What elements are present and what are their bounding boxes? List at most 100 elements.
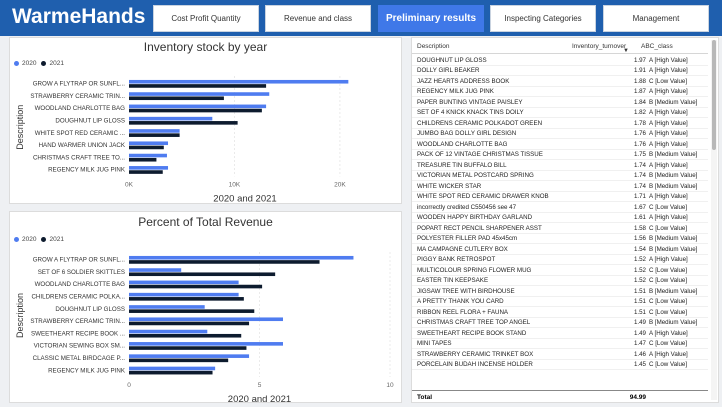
x-tick-label: 0K — [125, 181, 134, 188]
row-turnover: 1.52 — [633, 256, 646, 263]
row-abc-class: C [Low Value] — [649, 308, 688, 316]
table-row[interactable]: REGENCY MILK JUG PINK 1.87 A [High Value] — [412, 87, 708, 97]
top-bar: WarmeHands Cost Profit Quantity Revenue a… — [0, 0, 722, 36]
table-row[interactable]: JAZZ HEARTS ADDRESS BOOK 1.88 C [Low Value… — [412, 76, 708, 87]
table-row[interactable]: JUMBO BAG DOLLY GIRL DESIGN 1.76 A [High V… — [412, 129, 708, 139]
table-row[interactable]: WOODLAND CHARLOTTE BAG 1.76 A [High Value] — [412, 139, 708, 150]
scrollbar-thumb[interactable] — [712, 40, 716, 150]
category-label: REGENCY MILK JUG PINK — [48, 167, 126, 174]
row-description: incorrectly credited C550456 see 47 — [417, 203, 517, 211]
table-row[interactable]: SWEETHEART RECIPE BOOK STAND 1.49 A [High … — [412, 328, 708, 339]
table-row[interactable]: WHITE SPOT RED CERAMIC DRAWER KNOB 1.71 A … — [412, 192, 708, 202]
row-abc-class: A [High Value] — [649, 214, 688, 221]
table-row[interactable]: EASTER TIN KEEPSAKE 1.52 C [Low Value] — [412, 276, 708, 286]
row-turnover: 1.51 — [633, 298, 646, 305]
table-row[interactable]: POPART RECT PENCIL SHARPENER ASST 1.58 C [… — [412, 223, 708, 234]
table-row[interactable]: TREASURE TIN BUFFALO BILL 1.74 A [High Val… — [412, 160, 708, 171]
row-abc-class: C [Low Value] — [649, 203, 688, 211]
table-row[interactable]: DOLLY GIRL BEAKER 1.91 A [High Value] — [412, 66, 708, 76]
bar-2021-5 — [129, 309, 255, 313]
column-header-abc-class[interactable]: ABC_class — [641, 43, 673, 50]
legend-2020-label: 2020 — [22, 60, 37, 67]
bar-2021-10 — [129, 370, 213, 375]
table-row[interactable]: A PRETTY THANK YOU CARD 1.51 C [Low Value] — [412, 297, 708, 307]
category-label: STRAWBERRY CERAMIC TRIN... — [30, 318, 125, 325]
total-value: 94.99 — [629, 394, 646, 401]
row-turnover: 1.74 — [633, 182, 646, 190]
table-row[interactable]: RIBBON REEL FLORA + FAUNA 1.51 C [Low Valu… — [412, 307, 708, 318]
row-description: DOLLY GIRL BEAKER — [417, 67, 480, 74]
table-row[interactable]: JIGSAW TREE WITH BIRDHOUSE 1.51 B [Medium … — [412, 286, 708, 297]
bar-2021-8 — [129, 170, 163, 174]
table-row[interactable]: incorrectly credited C550456 see 47 1.67 C… — [412, 202, 708, 213]
row-abc-class: C [Low Value] — [649, 361, 688, 368]
category-label: STRAWBERRY CERAMIC TRIN... — [30, 93, 125, 100]
row-turnover: 1.58 — [633, 224, 646, 232]
table-row[interactable]: MULTICOLOUR SPRING FLOWER MUG 1.52 C [Low … — [412, 265, 708, 276]
table-row[interactable]: CHRISTMAS CRAFT TREE TOP ANGEL 1.49 B [Med… — [412, 318, 708, 328]
table-row[interactable]: PIGGY BANK RETROSPOT 1.52 A [High Value] — [412, 255, 708, 265]
bar-2020-4 — [129, 116, 213, 121]
table-row[interactable]: WHITE WICKER STAR 1.74 B [Medium Value] — [412, 181, 708, 192]
table-row[interactable]: POLYESTER FILLER PAD 45x45cm 1.56 B [Mediu… — [412, 234, 708, 244]
category-label: CHRISTMAS CRAFT TREE TO... — [33, 154, 125, 161]
category-label: DOUGHNUT LIP GLOSS — [55, 118, 125, 125]
row-turnover: 1.61 — [633, 214, 646, 221]
table-row[interactable]: MINI TAPES 1.47 C [Low Value] — [412, 339, 708, 349]
nav-tab-management[interactable]: Management — [603, 5, 709, 32]
row-abc-class: A [High Value] — [649, 140, 688, 148]
row-description: JAZZ HEARTS ADDRESS BOOK — [417, 77, 510, 85]
table-row[interactable]: SET OF 4 KNICK KNACK TINS DOILY 1.82 A [Hi… — [412, 108, 708, 118]
bar-2020-7 — [129, 153, 167, 158]
table-row[interactable]: PACK OF 12 VINTAGE CHRISTMAS TISSUE 1.75 B… — [412, 150, 708, 160]
x-tick-label: 10 — [386, 382, 394, 389]
nav-tab-revenue-and-class[interactable]: Revenue and class — [265, 5, 371, 32]
row-turnover: 1.88 — [633, 77, 646, 85]
row-abc-class: C [Low Value] — [649, 77, 688, 85]
category-label: VICTORIAN SEWING BOX SM... — [34, 343, 126, 350]
row-turnover: 1.51 — [633, 287, 646, 295]
row-description: A PRETTY THANK YOU CARD — [417, 298, 504, 305]
column-header-description[interactable]: Description — [417, 43, 450, 50]
nav-tab-cost-profit-quantity[interactable]: Cost Profit Quantity — [153, 5, 259, 32]
row-description: WHITE SPOT RED CERAMIC DRAWER KNOB — [417, 193, 549, 200]
row-description: MINI TAPES — [417, 340, 452, 347]
row-description: TREASURE TIN BUFFALO BILL — [417, 161, 507, 169]
row-abc-class: C [Low Value] — [649, 224, 688, 232]
table-row[interactable]: VICTORIAN METAL POSTCARD SPRING 1.74 B [Me… — [412, 171, 708, 181]
bar-2021-2 — [129, 272, 276, 277]
nav-tab-preliminary-results[interactable]: Preliminary results — [378, 5, 484, 32]
table-row[interactable]: MA CAMPAGNE CUTLERY BOX 1.54 B [Medium Val… — [412, 244, 708, 255]
nav-tab-inspecting-categories[interactable]: Inspecting Categories — [490, 5, 596, 32]
row-abc-class: B [Medium Value] — [649, 151, 698, 158]
row-abc-class: B [Medium Value] — [649, 245, 698, 253]
bar-2021-5 — [129, 133, 180, 137]
row-abc-class: A [High Value] — [649, 56, 688, 64]
bar-2020-2 — [129, 268, 182, 272]
row-turnover: 1.97 — [633, 56, 646, 64]
bar-2020-3 — [129, 104, 267, 109]
row-abc-class: A [High Value] — [649, 350, 688, 358]
bar-2021-9 — [129, 358, 229, 363]
table-row[interactable]: CHILDRENS CERAMIC POLKADOT GREEN 1.78 A [H… — [412, 118, 708, 129]
table-row[interactable]: DOUGHNUT LIP GLOSS 1.97 A [High Value] — [412, 55, 708, 66]
bar-2021-1 — [129, 260, 320, 264]
bar-2021-4 — [129, 297, 244, 301]
bar-2020-8 — [129, 342, 283, 346]
row-abc-class: A [High Value] — [649, 109, 688, 116]
table-row[interactable]: WOODEN HAPPY BIRTHDAY GARLAND 1.61 A [High… — [412, 213, 708, 223]
category-label: REGENCY MILK JUG PINK — [48, 367, 126, 374]
table-row[interactable]: STRAWBERRY CERAMIC TRINKET BOX 1.46 A [Hig… — [412, 349, 708, 360]
table-row[interactable]: PAPER BUNTING VINTAGE PAISLEY 1.84 B [Medi… — [412, 97, 708, 108]
row-description: PACK OF 12 VINTAGE CHRISTMAS TISSUE — [417, 151, 543, 158]
category-label: WOODLAND CHARLOTTE BAG — [35, 281, 126, 288]
table-row[interactable]: PORCELAIN BUDAH INCENSE HOLDER 1.45 C [Low… — [412, 360, 708, 370]
table-scrollbar[interactable] — [711, 40, 717, 400]
inventory-stock-plot: 0K 10K 20K GROW A FLYTRAP OR SUNFL... STRAWB… — [15, 76, 349, 204]
inventory-stock-chart: Inventory stock by year 2020 2021 0K 10K 2… — [9, 37, 402, 204]
legend-2020-marker — [14, 237, 19, 242]
row-description: MA CAMPAGNE CUTLERY BOX — [417, 245, 508, 253]
bar-2020-10 — [129, 366, 216, 371]
category-label: GROW A FLYTRAP OR SUNFL... — [33, 81, 126, 88]
column-header-inventory-turnover[interactable]: Inventory_turnover — [572, 43, 627, 50]
